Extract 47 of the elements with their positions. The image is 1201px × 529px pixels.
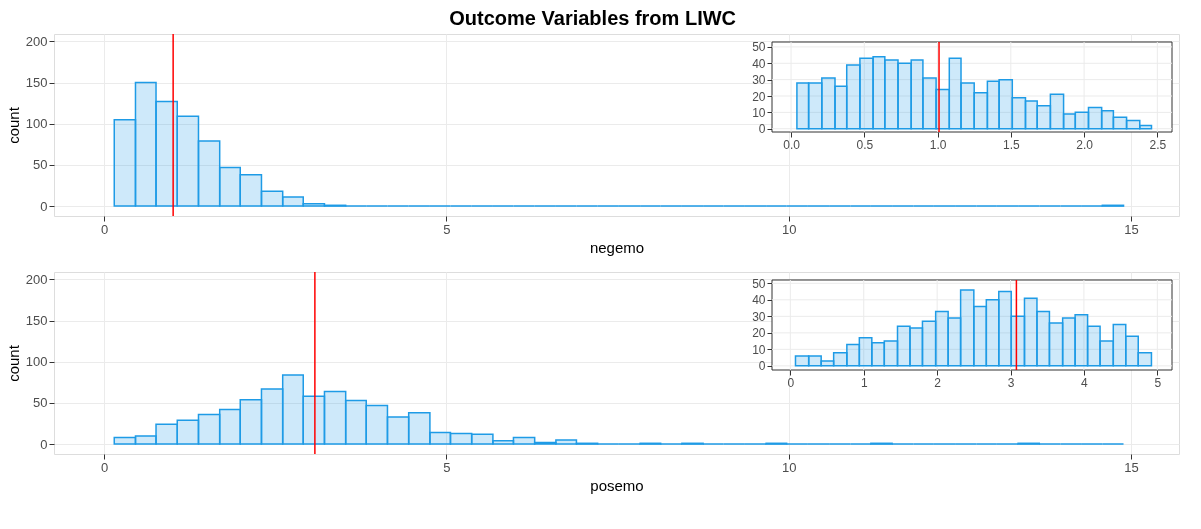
x-tick-label: 5 <box>443 459 451 475</box>
x-tick-label: 3 <box>1007 375 1015 390</box>
y-tick-label: 50 <box>33 157 48 173</box>
x-tick-label: 1.5 <box>1002 137 1020 152</box>
y-tick-label: 40 <box>752 56 766 71</box>
x-tick-label: 1.0 <box>929 137 947 152</box>
x-tick-label: 0.0 <box>783 137 801 152</box>
x-tick-label: 10 <box>781 459 797 475</box>
x-tick-label: 0.5 <box>856 137 874 152</box>
y-tick-label: 20 <box>752 326 766 341</box>
x-tick-label: 0 <box>100 459 109 475</box>
x-tick-label: 15 <box>1124 459 1139 475</box>
y-tick-label: 150 <box>25 75 48 91</box>
x-axis-title: posemo <box>590 476 644 494</box>
y-tick-label: 40 <box>752 293 766 308</box>
y-axis-title: count <box>4 344 22 382</box>
y-tick-label: 10 <box>752 105 766 120</box>
chart-title: Outcome Variables from LIWC <box>449 6 737 29</box>
x-tick-label: 10 <box>781 221 797 237</box>
y-tick-label: 200 <box>25 33 48 49</box>
y-tick-label: 50 <box>752 40 766 55</box>
x-tick-label: 5 <box>443 221 451 237</box>
y-tick-label: 200 <box>25 271 48 287</box>
x-tick-label: 1 <box>860 375 868 390</box>
y-tick-label: 10 <box>752 342 766 357</box>
x-tick-label: 2.5 <box>1149 137 1167 152</box>
x-axis-title: negemo <box>589 238 645 256</box>
x-tick-label: 0 <box>787 375 795 390</box>
y-tick-label: 100 <box>25 116 48 132</box>
x-tick-label: 4 <box>1081 375 1089 390</box>
y-tick-label: 0 <box>758 359 766 374</box>
x-tick-label: 2 <box>934 375 942 390</box>
y-tick-label: 30 <box>752 73 766 88</box>
x-tick-label: 0 <box>100 221 109 237</box>
y-tick-label: 0 <box>40 436 48 452</box>
x-tick-label: 2.0 <box>1076 137 1094 152</box>
y-tick-label: 50 <box>752 276 766 291</box>
x-tick-label: 5 <box>1154 375 1162 390</box>
y-tick-label: 30 <box>752 309 766 324</box>
y-tick-label: 0 <box>40 198 48 214</box>
y-tick-label: 50 <box>33 395 48 411</box>
y-axis-title: count <box>4 106 22 144</box>
y-tick-label: 100 <box>25 354 48 370</box>
x-tick-label: 15 <box>1124 221 1139 237</box>
y-tick-label: 150 <box>25 313 48 329</box>
y-tick-label: 20 <box>752 89 766 104</box>
y-tick-label: 0 <box>758 122 766 137</box>
